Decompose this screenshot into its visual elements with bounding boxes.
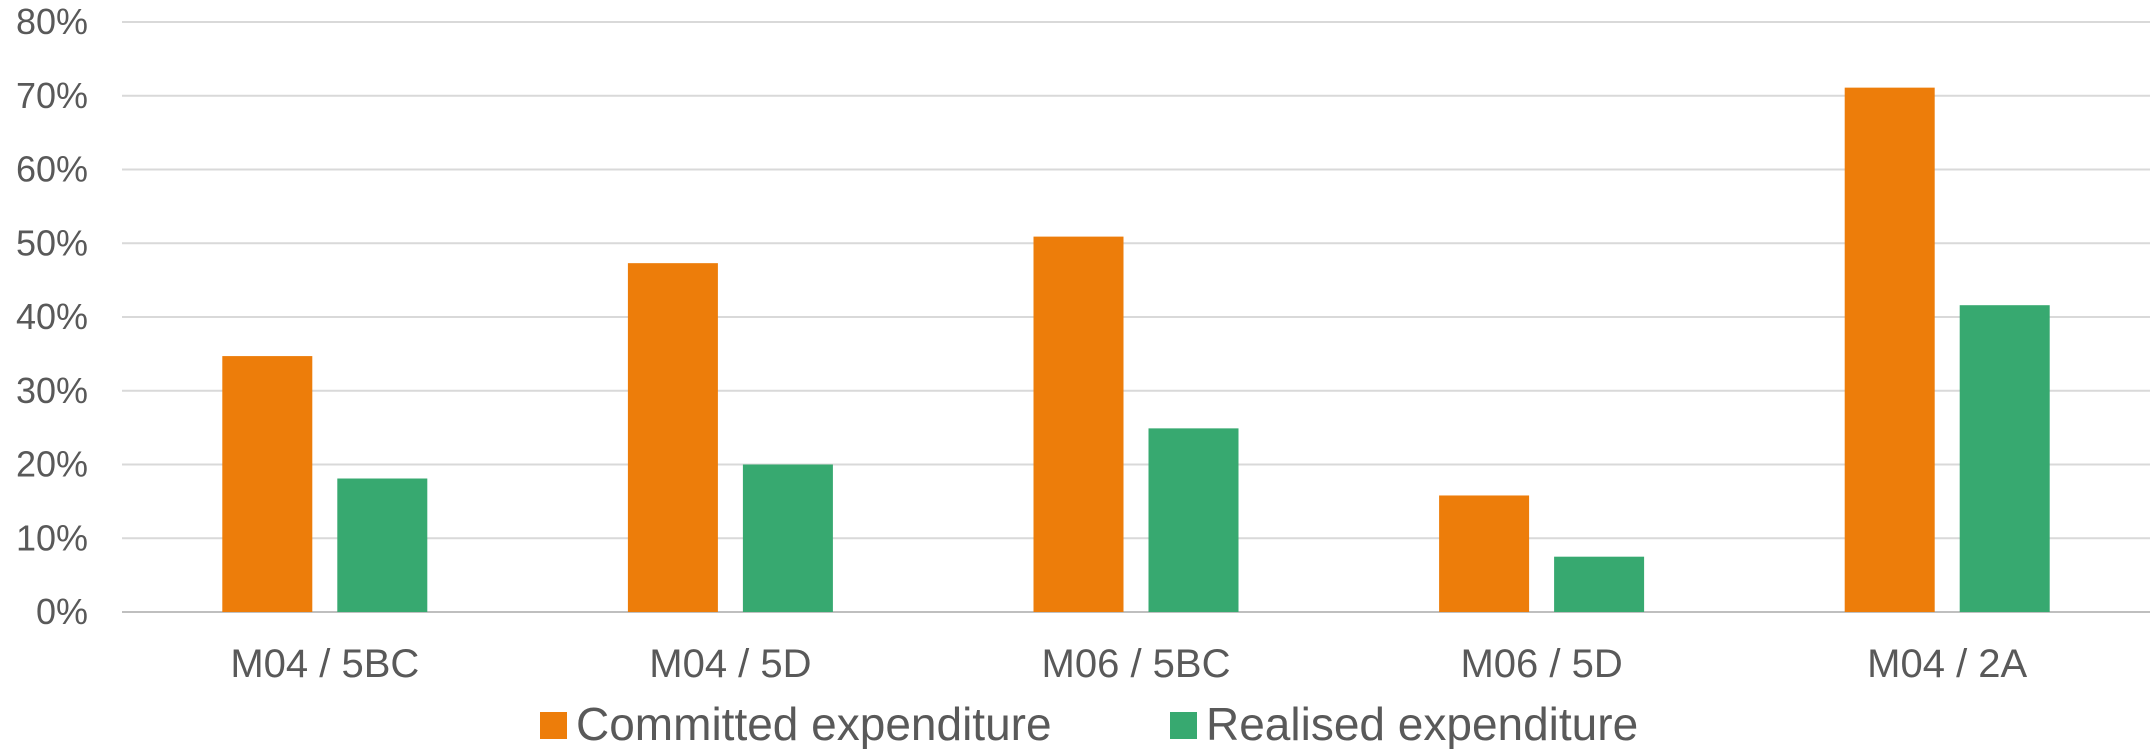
bar-realised — [1554, 556, 1645, 612]
x-tick-label: M06 / 5BC — [1042, 642, 1231, 686]
bar-committed — [1033, 236, 1124, 613]
bar-realised — [1148, 428, 1239, 612]
legend-swatch — [540, 712, 567, 739]
y-tick-label: 50% — [16, 222, 88, 263]
x-tick-label: M04 / 5BC — [230, 642, 419, 686]
legend-label: Realised expenditure — [1206, 698, 1638, 749]
y-tick-label: 60% — [16, 149, 88, 190]
x-axis: M04 / 5BC M04 / 5D M06 / 5BC M06 / 5D M04 / … — [230, 642, 2027, 686]
legend: Committed expenditure Realised expenditur… — [540, 698, 1638, 749]
y-tick-label: 30% — [16, 370, 88, 411]
y-tick-label: 70% — [16, 75, 88, 116]
y-tick-label: 40% — [16, 296, 88, 337]
y-tick-label: 0% — [36, 591, 88, 632]
y-tick-label: 10% — [16, 517, 88, 558]
x-tick-label: M04 / 5D — [649, 642, 811, 686]
bar-committed — [627, 263, 718, 612]
x-tick-label: M04 / 2A — [1867, 642, 2027, 686]
bar-realised — [337, 478, 428, 612]
x-tick-label: M06 / 5D — [1460, 642, 1622, 686]
legend-swatch — [1170, 712, 1197, 739]
y-axis: 0% 10% 20% 30% 40% 50% 60% 70% 80% — [16, 1, 88, 632]
bars — [222, 87, 2050, 613]
bar-committed — [1844, 87, 1935, 612]
legend-label: Committed expenditure — [576, 698, 1052, 749]
bar-committed — [222, 356, 313, 612]
bar-realised — [742, 464, 833, 612]
bar-realised — [1959, 305, 2050, 612]
gridlines — [122, 21, 2150, 613]
bar-committed — [1439, 495, 1530, 612]
y-tick-label: 80% — [16, 1, 88, 42]
y-tick-label: 20% — [16, 444, 88, 485]
